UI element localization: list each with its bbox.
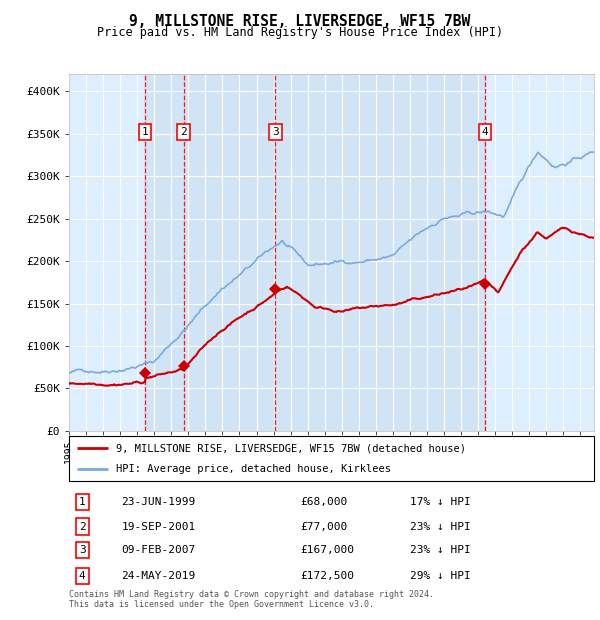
Text: 1: 1 xyxy=(79,497,86,507)
Text: £77,000: £77,000 xyxy=(300,521,347,531)
Text: 2: 2 xyxy=(79,521,86,531)
Text: 3: 3 xyxy=(79,545,86,555)
Text: 29% ↓ HPI: 29% ↓ HPI xyxy=(410,570,471,581)
Text: 23% ↓ HPI: 23% ↓ HPI xyxy=(410,521,471,531)
Text: HPI: Average price, detached house, Kirklees: HPI: Average price, detached house, Kirk… xyxy=(116,464,391,474)
Text: 9, MILLSTONE RISE, LIVERSEDGE, WF15 7BW (detached house): 9, MILLSTONE RISE, LIVERSEDGE, WF15 7BW … xyxy=(116,443,466,453)
Text: Contains HM Land Registry data © Crown copyright and database right 2024.: Contains HM Land Registry data © Crown c… xyxy=(69,590,434,600)
Text: 9, MILLSTONE RISE, LIVERSEDGE, WF15 7BW: 9, MILLSTONE RISE, LIVERSEDGE, WF15 7BW xyxy=(130,14,470,29)
Text: 19-SEP-2001: 19-SEP-2001 xyxy=(121,521,196,531)
Text: 09-FEB-2007: 09-FEB-2007 xyxy=(121,545,196,555)
Text: Price paid vs. HM Land Registry's House Price Index (HPI): Price paid vs. HM Land Registry's House … xyxy=(97,26,503,39)
Text: 4: 4 xyxy=(79,570,86,581)
Text: £167,000: £167,000 xyxy=(300,545,354,555)
Bar xyxy=(145,74,485,431)
Text: 23% ↓ HPI: 23% ↓ HPI xyxy=(410,545,471,555)
Text: £68,000: £68,000 xyxy=(300,497,347,507)
Text: 1: 1 xyxy=(142,127,149,137)
Text: 4: 4 xyxy=(481,127,488,137)
Text: 3: 3 xyxy=(272,127,279,137)
Text: 17% ↓ HPI: 17% ↓ HPI xyxy=(410,497,471,507)
FancyBboxPatch shape xyxy=(69,436,594,480)
Text: This data is licensed under the Open Government Licence v3.0.: This data is licensed under the Open Gov… xyxy=(69,600,374,609)
Text: 2: 2 xyxy=(180,127,187,137)
Text: 23-JUN-1999: 23-JUN-1999 xyxy=(121,497,196,507)
Text: 24-MAY-2019: 24-MAY-2019 xyxy=(121,570,196,581)
Text: £172,500: £172,500 xyxy=(300,570,354,581)
